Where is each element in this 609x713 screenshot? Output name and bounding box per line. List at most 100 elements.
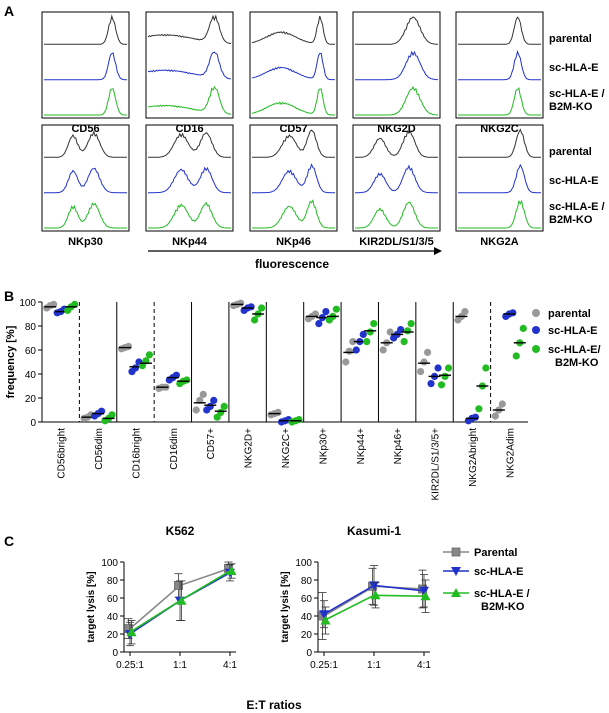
panel-b-frequency-chart: 0 20 40 60 80 100 frequency [%] CD56bright CD56d… [5, 298, 528, 501]
b-category-label: NKp44+ [356, 428, 367, 465]
histogram-trace [355, 164, 438, 194]
b-data-point [400, 338, 408, 346]
b-data-point [131, 364, 140, 372]
legend-c-sc-hla-e-marker [451, 567, 461, 576]
c-y-tick-label: 100 [295, 558, 312, 569]
c-y-tick-label: 80 [301, 576, 313, 587]
b-data-point [444, 364, 453, 372]
b-category-label: KIR2DL/S1/3/5+ [431, 428, 442, 501]
b-data-point [471, 413, 480, 421]
b-data-point [322, 308, 330, 316]
b-category-label: NKp30+ [318, 428, 329, 465]
b-data-point [145, 351, 154, 359]
histogram-trace [355, 16, 439, 45]
c-marker-ko [420, 591, 431, 601]
c-chart-title: Kasumi-1 [347, 524, 401, 538]
b-data-point [519, 324, 527, 332]
legend-a-row1-parental: parental [549, 33, 592, 45]
panel-label-c: C [4, 533, 14, 549]
histogram-trace [148, 201, 231, 229]
c-marker-sc-hla-e [369, 581, 379, 591]
c-marker-ko [226, 566, 237, 575]
histogram-trace [458, 86, 541, 116]
b-category-label: CD57+ [206, 428, 217, 460]
legend-b-ko-marker [532, 345, 540, 353]
c-marker-ko [126, 627, 137, 637]
fluorescence-label: fluorescence [255, 257, 329, 271]
histogram-trace [251, 15, 335, 45]
b-data-point [237, 299, 245, 307]
c-x-tick-label: 0.25:1 [116, 660, 144, 671]
legend-c: Parental sc-HLA-E sc-HLA-E / B2M-KO [443, 547, 530, 613]
b-y-axis-title: frequency [%] [5, 325, 17, 398]
histogram-trace [458, 199, 541, 229]
b-data-point [509, 309, 517, 317]
b-data-point [199, 390, 207, 398]
panel-label-b: B [4, 288, 14, 304]
histogram-trace [458, 16, 541, 45]
histogram-trace [251, 52, 336, 81]
b-category-label: NKG2Adim [505, 428, 516, 478]
legend-a-row2-ko-line2: B2M-KO [549, 214, 593, 226]
b-y-tick-label: 40 [25, 370, 37, 381]
b-data-point [247, 303, 255, 311]
b-category-label: CD16dim [169, 428, 180, 470]
b-data-point [352, 346, 360, 354]
marker-label: KIR2DL/S1/3/5 [359, 236, 434, 248]
panel-c-lysis-charts: K562 0 20 40 60 80 100 target lysis [%] 0.25:1 1:… [86, 524, 431, 671]
b-data-point [257, 304, 266, 312]
legend-b-sc-hla-e-marker [532, 326, 540, 334]
c-y-axis-title: target lysis [%] [280, 571, 291, 642]
b-data-point [437, 381, 446, 389]
b-data-point [370, 320, 378, 328]
c-x-tick-label: 1:1 [367, 660, 381, 671]
histogram-trace [44, 52, 127, 81]
panel-a-histograms: CD56 CD16 CD57 NKG2D NKG2C NKp30 NKp44 NKp46 KIR… [41, 11, 544, 248]
legend-c-ko-label-2: B2M-KO [481, 601, 525, 613]
c-xaxis-title: E:T ratios [246, 698, 302, 712]
histogram-trace [44, 88, 127, 116]
legend-b: parental sc-HLA-E sc-HLA-E/ B2M-KO [532, 308, 601, 369]
marker-label: CD57 [279, 123, 307, 135]
marker-label: NKG2D [377, 123, 416, 135]
b-category-label: CD56dim [94, 428, 105, 470]
b-data-point [108, 411, 116, 419]
b-data-point [250, 316, 259, 324]
b-data-point [192, 406, 200, 414]
b-y-tick-label: 100 [19, 298, 36, 309]
b-data-point [363, 338, 371, 346]
histogram-trace [44, 14, 127, 45]
b-y-tick-label: 80 [25, 322, 37, 333]
histogram-trace [147, 14, 232, 44]
c-marker-ko [320, 615, 331, 625]
legend-c-ko-label-1: sc-HLA-E / [474, 588, 530, 600]
legend-a-row1-ko-line1: sc-HLA-E / [549, 88, 605, 100]
b-data-point [220, 402, 228, 410]
c-marker-sc-hla-e [319, 610, 329, 620]
c-y-axis-title: target lysis [%] [86, 571, 97, 642]
c-chart-title: K562 [166, 524, 195, 538]
marker-label: NKp46 [276, 236, 311, 248]
b-data-point [475, 405, 483, 413]
b-category-label: NKG2Abright [468, 428, 479, 487]
b-category-label: NKp46+ [393, 428, 404, 465]
legend-c-sc-hla-e-label: sc-HLA-E [474, 566, 524, 578]
c-y-tick-label: 40 [301, 612, 313, 623]
histogram-frame [41, 11, 130, 119]
marker-label: NKp30 [68, 236, 103, 248]
b-y-tick-label: 20 [25, 394, 37, 405]
b-data-point [407, 320, 415, 328]
b-data-point [366, 328, 374, 336]
b-data-point [441, 372, 449, 380]
histogram-trace [252, 163, 335, 194]
c-y-tick-label: 20 [301, 630, 313, 641]
c-marker-ko [370, 590, 381, 600]
histogram-trace [44, 202, 127, 229]
b-data-point [427, 380, 435, 388]
histogram-trace [252, 199, 335, 229]
fluorescence-arrow-head [434, 247, 442, 255]
c-y-tick-label: 60 [107, 594, 119, 605]
legend-b-parental-label: parental [548, 308, 591, 320]
c-marker-parental [174, 581, 183, 590]
c-marker-ko [176, 595, 187, 605]
